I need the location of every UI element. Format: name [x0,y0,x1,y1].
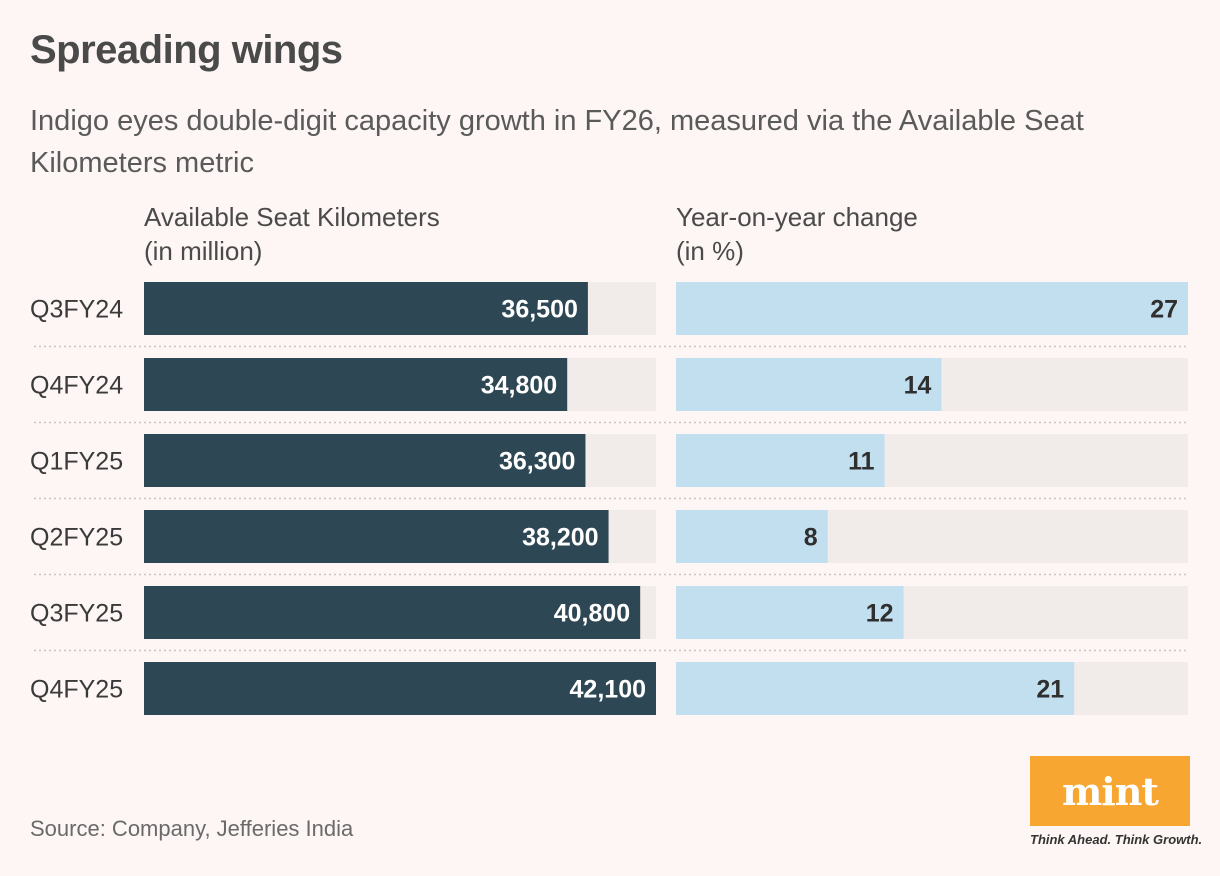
ask-value-label: 36,300 [499,448,575,476]
yoy-bar [676,586,904,639]
chart-subtitle: Indigo eyes double-digit capacity growth… [30,105,1084,179]
ask-value-label: 42,100 [570,676,646,704]
category-label: Q3FY25 [30,600,123,628]
mint-logo: mint [1030,756,1190,826]
yoy-bar [676,282,1188,335]
logo-text: mint [1062,768,1159,814]
yoy-bar [676,358,942,411]
yoy-header-line2: (in %) [676,236,744,266]
yoy-bar [676,434,885,487]
ask-bar [144,586,641,639]
yoy-value-label: 27 [1150,296,1178,324]
ask-header-line1: Available Seat Kilometers [144,202,440,232]
yoy-value-label: 11 [848,448,875,476]
yoy-bar [676,662,1075,715]
category-label: Q3FY24 [30,296,123,324]
yoy-column-header: Year-on-year change (in %) [676,200,918,268]
ask-bar [144,358,568,411]
yoy-header-line1: Year-on-year change [676,202,918,232]
ask-value-label: 38,200 [522,524,598,552]
yoy-value-label: 21 [1036,676,1064,704]
ask-bar [144,282,588,335]
ask-bar [144,510,609,563]
ask-value-label: 34,800 [481,372,557,400]
yoy-value-label: 8 [804,524,818,552]
category-label: Q4FY24 [30,372,123,400]
ask-column-header: Available Seat Kilometers (in million) [144,200,440,268]
source-note: Source: Company, Jefferies India [30,816,354,841]
ask-header-line2: (in million) [144,236,263,266]
yoy-value-label: 12 [866,600,894,628]
chart-title: Spreading wings [30,28,343,72]
ask-bar [144,434,586,487]
yoy-bar [676,510,828,563]
category-label: Q1FY25 [30,448,123,476]
yoy-value-label: 14 [904,372,932,400]
ask-bar [144,662,656,715]
category-label: Q4FY25 [30,676,123,704]
category-label: Q2FY25 [30,524,123,552]
logo-tagline: Think Ahead. Think Growth. [1030,832,1203,847]
ask-value-label: 36,500 [501,296,577,324]
ask-value-label: 40,800 [554,600,630,628]
